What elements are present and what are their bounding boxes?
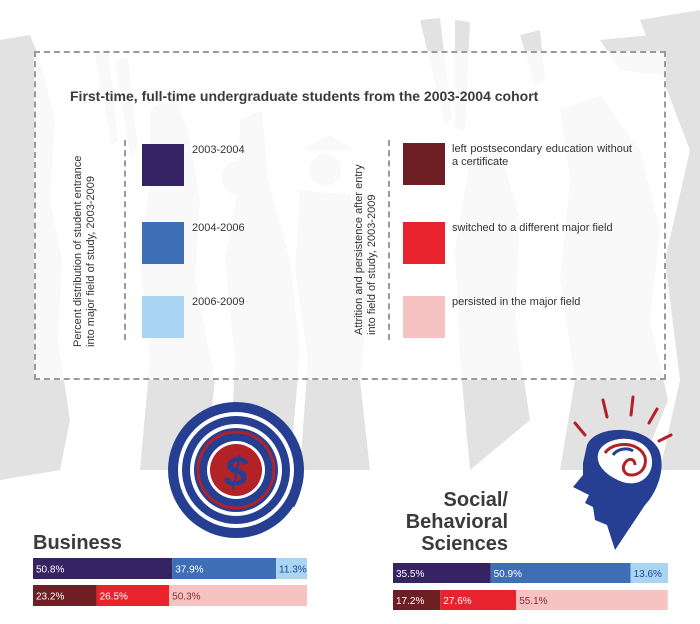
social-bar-row2-label-1: 17.2% — [396, 596, 424, 607]
business-bar-row1-label-1: 50.8% — [36, 565, 64, 576]
legend-item-switched-major: switched to a different major field — [452, 222, 613, 234]
legend-title: First-time, full-time undergraduate stud… — [70, 88, 539, 104]
swatch-left-education — [403, 143, 445, 185]
legend-divider-right — [388, 140, 390, 340]
business-bar-row1-segment-3 — [276, 558, 307, 579]
swatch-persisted — [403, 296, 445, 338]
swatch-2003-2004 — [142, 144, 184, 186]
social-bar-row1-segment-1 — [393, 563, 491, 583]
business-bar-row2-segment-1 — [33, 585, 97, 606]
social-bar-row1-label-2: 50.9% — [494, 569, 522, 580]
social-bar-row1-label-1: 35.5% — [396, 569, 424, 580]
legend-item-2003-2004: 2003-2004 — [192, 144, 245, 156]
business-bar-row2-label-3: 50.3% — [172, 592, 200, 603]
social-bar-row2-segment-3 — [516, 590, 668, 610]
business-bar-row2-label-2: 26.5% — [100, 592, 128, 603]
legend-divider-left — [124, 140, 126, 340]
dollar-target-icon: $ — [168, 402, 304, 538]
business-bar-row1-segment-2 — [172, 558, 277, 579]
business-bar-row2-segment-2 — [96, 585, 170, 606]
social-bar-row2-label-2: 27.6% — [443, 596, 471, 607]
social-bar-row1-segment-3 — [630, 563, 668, 583]
legend-item-2006-2009: 2006-2009 — [192, 296, 245, 308]
business-title: Business — [33, 532, 122, 554]
social-bar-row1-segment-2 — [490, 563, 631, 583]
social-bar-row1-label-3: 13.6% — [634, 569, 662, 580]
business-bar-row1-label-3: 11.3% — [279, 565, 307, 576]
legend-item-left-education: left postsecondary education without a c… — [452, 143, 632, 168]
swatch-2006-2009 — [142, 296, 184, 338]
social-behavioral-title-line-2: Behavioral — [405, 511, 508, 533]
legend-item-persisted: persisted in the major field — [452, 296, 581, 308]
social-bar-row2-label-3: 55.1% — [519, 596, 547, 607]
social-behavioral-title-line-3: Sciences — [421, 533, 508, 555]
business-bar-row1-segment-1 — [33, 558, 173, 579]
legend-box — [34, 51, 666, 380]
head-brain-icon — [573, 395, 673, 550]
swatch-2004-2006 — [142, 222, 184, 264]
business-bar-row1-label-2: 37.9% — [175, 565, 203, 576]
social-bar-row2-segment-1 — [393, 590, 441, 610]
swatch-switched-major — [403, 222, 445, 264]
legend-item-2004-2006: 2004-2006 — [192, 222, 245, 234]
svg-text:$: $ — [223, 448, 248, 495]
social-behavioral-title: Social/ Behavioral Sciences — [406, 489, 508, 555]
business-bar-row2-segment-3 — [169, 585, 307, 606]
social-bar-row2-segment-2 — [440, 590, 517, 610]
business-bar-row2-label-1: 23.2% — [36, 592, 64, 603]
social-behavioral-title-line-1: Social/ — [443, 489, 508, 511]
